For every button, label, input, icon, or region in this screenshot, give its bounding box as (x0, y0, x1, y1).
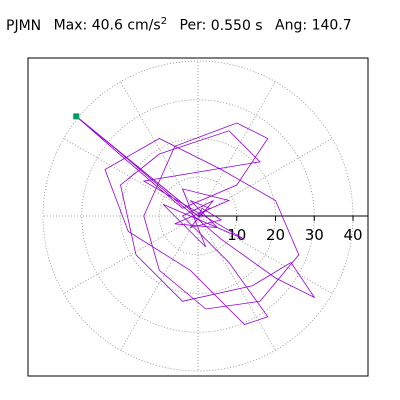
radial-ticks: 10 20 30 40 (227, 216, 363, 244)
grid-spoke-240 (120, 215, 199, 351)
grid-spoke-210 (63, 215, 199, 294)
grid-spoke-300 (197, 215, 276, 351)
plot-frame (27, 57, 369, 377)
peak-marker (73, 113, 80, 120)
ang-value: 140.7 (311, 17, 352, 34)
grid-spoke-30 (197, 138, 333, 217)
max-label: Max: (53, 17, 88, 34)
grid-spoke-330 (197, 215, 333, 294)
ang-label: Ang: (275, 17, 308, 34)
grid-spoke-60 (197, 81, 276, 217)
grid-spoke-120 (120, 81, 199, 217)
tick-label-30: 30 (305, 226, 324, 244)
chart-header: PJMN Max: 40.6 cm/s2 Per: 0.550 s Ang: 1… (6, 16, 352, 34)
peak-vector (75, 115, 199, 217)
per-value: 0.550 s (210, 17, 263, 34)
grid-spoke-150 (63, 138, 199, 217)
tick-label-40: 40 (343, 226, 362, 244)
per-label: Per: (179, 17, 207, 34)
station-code: PJMN (6, 17, 42, 34)
max-unit-exponent: 2 (160, 16, 168, 27)
max-value: 40.6 (91, 17, 123, 34)
tick-label-20: 20 (266, 226, 285, 244)
max-unit: cm/s (127, 17, 161, 34)
motion-trace (76, 116, 316, 325)
